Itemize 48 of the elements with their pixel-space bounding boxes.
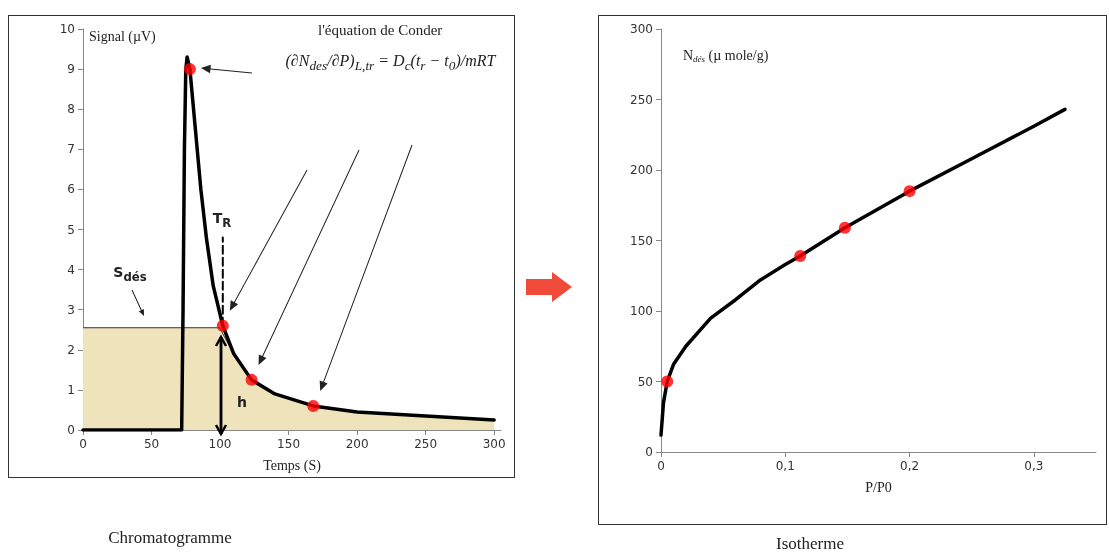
y-tick-label: 50 [637, 374, 653, 389]
annotation: S$_{dés}$ [113, 264, 147, 284]
x-tick-label: 0 [657, 459, 665, 473]
y-tick-label: 4 [67, 262, 75, 277]
line-series [659, 107, 1067, 437]
point [183, 63, 196, 76]
x-tick-label: 150 [277, 437, 301, 451]
x-axis-title: P/P0 [865, 479, 892, 495]
y-tick-label: 0 [67, 423, 75, 437]
y-tick-label: 300 [630, 22, 653, 36]
point [216, 319, 229, 332]
y-tick-label: 2 [67, 342, 75, 357]
x-tick-label: 0,3 [1024, 459, 1044, 473]
annotation: h [237, 394, 247, 410]
y-tick-label: 9 [67, 62, 75, 77]
text: (∂N$_{des}$/∂P)$_{L,tr}$ = D$_{c}$(t$_{r}$ − t$_{0}$)/mRT [285, 52, 496, 74]
point [307, 399, 320, 412]
point [903, 185, 916, 198]
y-tick-label: 6 [67, 182, 75, 197]
text: Chromatogramme [108, 528, 232, 548]
y-tick-label: 7 [67, 142, 75, 157]
y-tick-label: 8 [67, 102, 75, 117]
y-axis-title: Signal (µV) [89, 28, 157, 45]
point [794, 250, 807, 263]
x-tick-label: 200 [345, 437, 369, 451]
x-tick-label: 100 [208, 437, 232, 451]
x-tick-label: 50 [143, 437, 160, 451]
point [661, 375, 674, 388]
x-tick-label: 0,1 [775, 459, 795, 473]
annotation: T$_{R}$ [212, 210, 232, 230]
x-tick-label: 250 [414, 437, 438, 451]
y-tick-label: 1 [67, 382, 75, 397]
y-tick-label: 5 [67, 222, 75, 237]
y-tick-label: 3 [67, 302, 75, 317]
point [245, 373, 258, 386]
point [838, 221, 851, 234]
line-series [81, 55, 496, 432]
x-tick-label: 300 [482, 437, 506, 451]
x-axis-title: Temps (S) [263, 457, 322, 474]
x-tick-label: 0,2 [900, 459, 920, 473]
y-tick-label: 100 [630, 304, 653, 318]
text: Isotherme [776, 534, 844, 554]
x-tick-label: 0 [79, 437, 87, 451]
y-tick-label: 150 [630, 233, 653, 248]
annotation: l'équation de Conder [318, 22, 443, 39]
y-tick-label: 200 [630, 163, 653, 177]
y-tick-label: 250 [630, 92, 653, 107]
y-tick-label: 10 [59, 22, 75, 36]
